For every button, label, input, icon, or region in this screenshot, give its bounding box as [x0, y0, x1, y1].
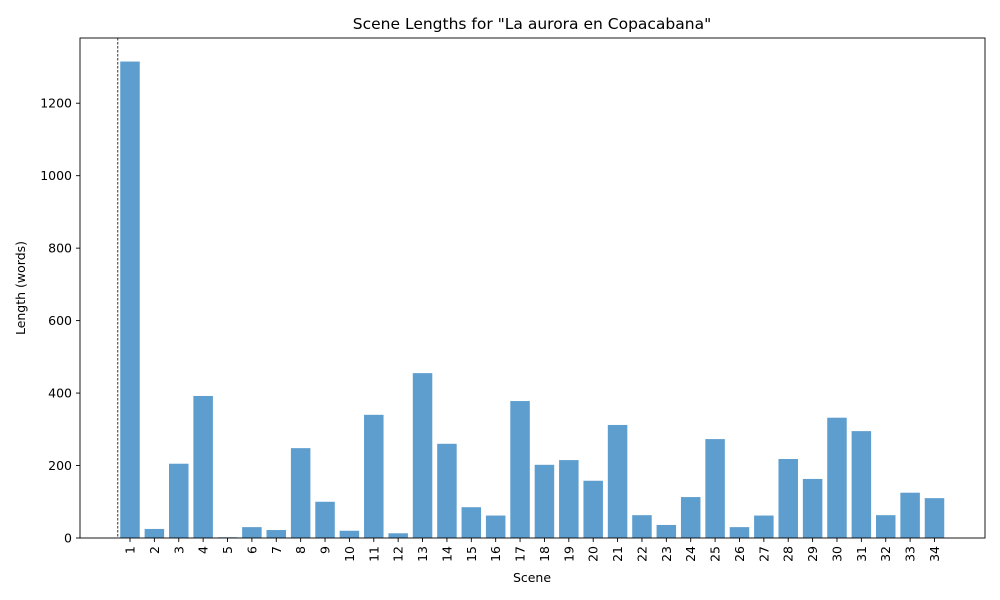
y-tick-label: 200: [48, 458, 72, 473]
y-tick-label: 1200: [40, 96, 72, 111]
bar-scene-23: [656, 524, 677, 538]
x-tick-label: 21: [610, 546, 625, 562]
bar-scene-2: [144, 528, 165, 538]
bar-scene-19: [559, 460, 579, 538]
x-tick-label: 16: [488, 546, 503, 562]
x-tick-label: 18: [537, 546, 552, 562]
bars-group: [120, 61, 945, 539]
x-tick-label: 22: [634, 546, 649, 562]
x-tick-label: 24: [683, 546, 698, 562]
x-tick-label: 15: [464, 546, 479, 562]
bar-scene-28: [778, 459, 798, 538]
bar-scene-3: [169, 463, 189, 538]
bar-scene-29: [802, 478, 823, 538]
x-tick-label: 6: [244, 546, 259, 554]
x-tick-label: 28: [781, 546, 796, 562]
bar-scene-34: [924, 498, 945, 538]
x-tick-label: 23: [659, 546, 674, 562]
x-tick-label: 32: [878, 546, 893, 562]
bar-scene-22: [632, 515, 652, 538]
bar-scene-13: [412, 373, 433, 538]
x-tick-label: 5: [220, 546, 235, 554]
bar-scene-33: [900, 492, 920, 538]
y-tick-label: 400: [48, 386, 72, 401]
bar-scene-7: [266, 530, 287, 538]
x-axis: 1 2 3 4 5 6 7 8 9 10 11 12 13 14 15 16 17 18 19 20 21 22 23 24 2…: [123, 538, 942, 562]
x-tick-label: 13: [415, 546, 430, 562]
bar-scene-11: [364, 414, 384, 538]
x-tick-label: 33: [903, 546, 918, 562]
x-tick-label: 12: [391, 546, 406, 562]
bar-scene-12: [388, 533, 408, 538]
bar-scene-8: [290, 448, 311, 538]
bar-scene-18: [534, 464, 555, 538]
y-axis-label: Length (words): [13, 241, 28, 335]
bar-scene-27: [754, 515, 774, 538]
bar-scene-1: [120, 61, 140, 539]
x-tick-label: 30: [829, 546, 844, 562]
bar-scene-30: [827, 417, 847, 538]
bar-scene-20: [583, 480, 603, 538]
plot-frame: [79, 37, 986, 539]
x-tick-label: 8: [293, 546, 308, 554]
bar-scene-16: [485, 515, 506, 538]
bar-scene-24: [680, 497, 701, 538]
x-tick-label: 1: [123, 546, 138, 554]
x-tick-label: 2: [147, 546, 162, 554]
x-tick-label: 25: [708, 546, 723, 562]
x-tick-label: 19: [561, 546, 576, 562]
x-tick-label: 26: [732, 546, 747, 562]
x-tick-label: 7: [269, 546, 284, 554]
bar-scene-31: [851, 431, 872, 538]
y-axis: 0 200 400 600 800 1000 1200: [40, 96, 80, 546]
bar-scene-4: [193, 395, 213, 538]
x-tick-label: 4: [196, 546, 211, 554]
x-tick-label: 17: [513, 546, 528, 562]
x-tick-label: 10: [342, 546, 357, 562]
x-axis-label: Scene: [513, 570, 551, 585]
bar-scene-9: [315, 501, 335, 538]
x-tick-label: 31: [854, 546, 869, 562]
bar-scene-25: [705, 439, 725, 538]
x-tick-label: 11: [366, 546, 381, 562]
x-tick-label: 20: [586, 546, 601, 562]
y-tick-label: 600: [48, 313, 72, 328]
bar-scene-6: [242, 527, 262, 538]
x-tick-label: 34: [927, 546, 942, 562]
bar-scene-17: [510, 401, 530, 538]
bar-scene-32: [875, 515, 896, 538]
x-tick-label: 29: [805, 546, 820, 562]
x-tick-label: 9: [318, 546, 333, 554]
bar-scene-21: [607, 424, 628, 538]
y-tick-label: 800: [48, 241, 72, 256]
bar-scene-15: [461, 507, 482, 538]
bar-scene-14: [437, 443, 457, 538]
bar-scene-26: [729, 527, 750, 538]
y-tick-label: 0: [64, 531, 72, 546]
x-tick-label: 14: [439, 546, 454, 562]
x-tick-label: 3: [171, 546, 186, 554]
x-tick-label: 27: [756, 546, 771, 562]
chart-title: Scene Lengths for "La aurora en Copacaba…: [353, 15, 711, 33]
y-tick-label: 1000: [40, 168, 72, 183]
bar-scene-10: [339, 530, 360, 538]
